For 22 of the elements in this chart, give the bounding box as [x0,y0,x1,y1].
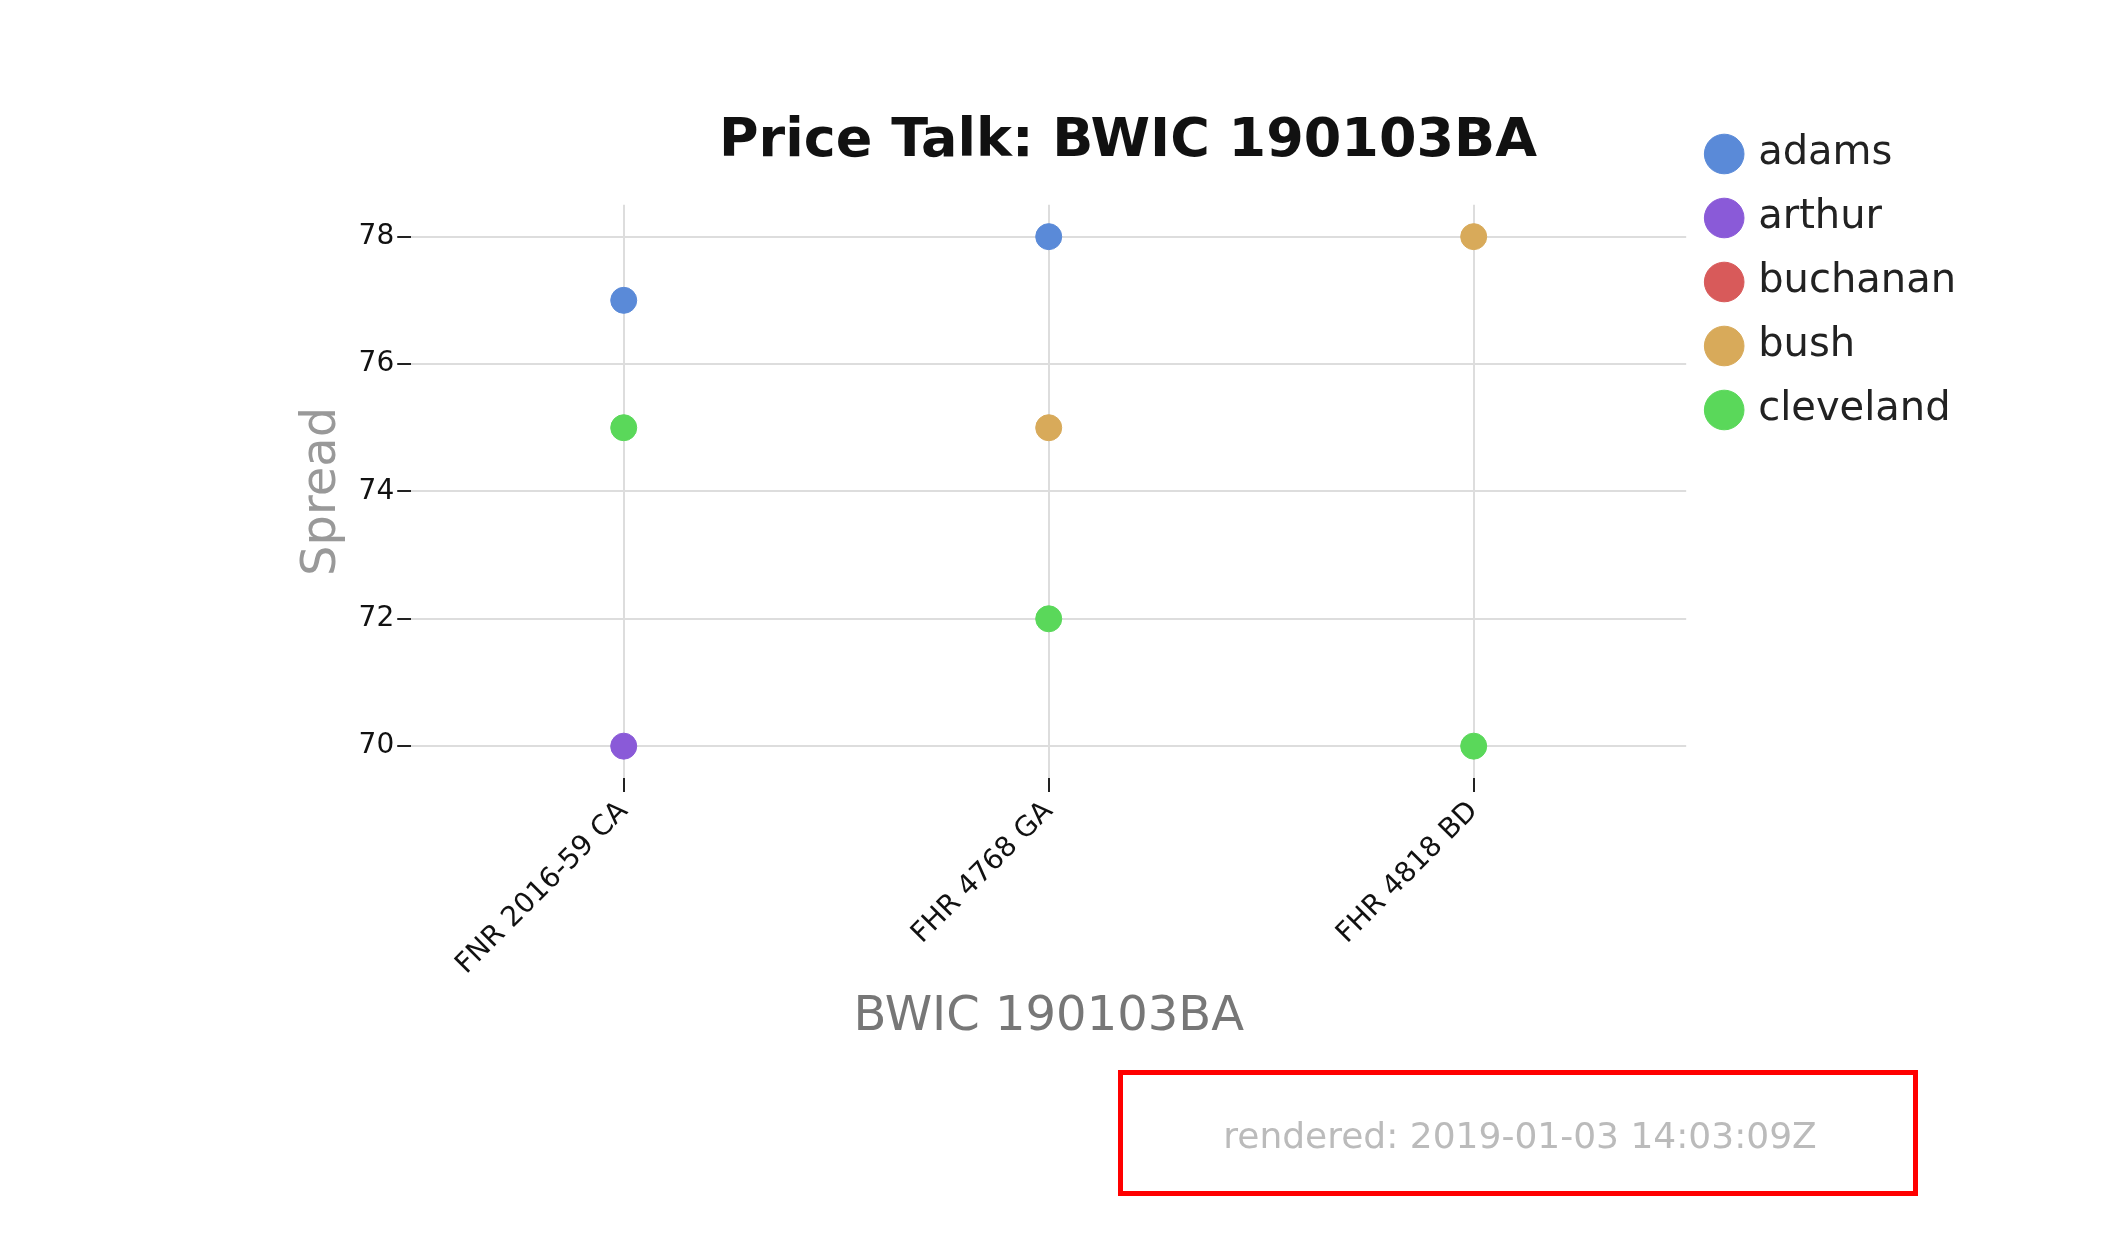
point [610,732,638,760]
point [610,286,638,314]
legend-label: adams [1758,127,1893,174]
x-axis-title: BWIC 190103BA [853,984,1245,1041]
point [610,414,638,442]
legend-label: buchanan [1758,255,1956,302]
y-tick-label: 76 [358,345,395,379]
point [1460,223,1488,251]
legend-label: bush [1758,319,1856,366]
y-tick-label: 72 [358,600,395,634]
y-axis-title: Spread [290,406,347,576]
point [1035,605,1063,633]
y-tick-label: 74 [358,472,395,506]
point [1460,732,1488,760]
text: rendered: 2019-01-03 14:03:09Z [1223,1114,1817,1156]
y-tick-label: 78 [358,217,395,251]
y-tick-label: 70 [358,727,395,761]
legend-label: arthur [1758,191,1883,238]
chart-title: Price Talk: BWIC 190103BA [719,106,1538,170]
point [1035,223,1063,251]
legend-label: cleveland [1758,383,1951,430]
point [1035,414,1063,442]
